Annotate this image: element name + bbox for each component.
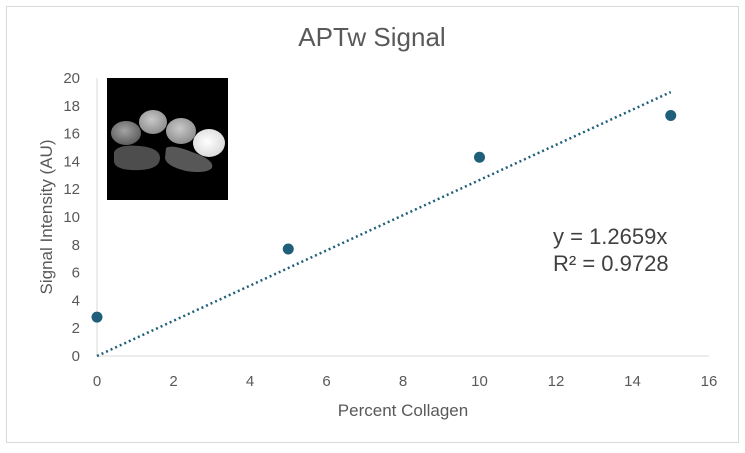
chart-title: APTw Signal bbox=[298, 22, 445, 52]
x-tick-label: 16 bbox=[701, 373, 718, 390]
linear-trendline bbox=[96, 90, 672, 358]
y-tick-label: 6 bbox=[72, 265, 80, 282]
y-axis-title: Signal Intensity (AU) bbox=[37, 140, 56, 295]
x-axis-title: Percent Collagen bbox=[338, 401, 468, 420]
y-tick-label: 0 bbox=[72, 348, 80, 365]
x-tick-label: 2 bbox=[169, 373, 177, 390]
y-tick-label: 8 bbox=[72, 237, 80, 254]
y-tick-label: 20 bbox=[63, 70, 80, 87]
x-tick-label: 14 bbox=[624, 373, 641, 390]
mri-inset-image bbox=[107, 78, 228, 200]
y-tick-label: 2 bbox=[72, 320, 80, 337]
data-point bbox=[282, 243, 294, 255]
data-point bbox=[474, 151, 485, 163]
x-tick-label: 12 bbox=[548, 373, 565, 390]
data-point bbox=[91, 311, 103, 323]
y-tick-label: 12 bbox=[63, 181, 80, 198]
x-tick-label: 10 bbox=[471, 373, 488, 390]
data-points bbox=[91, 110, 677, 323]
x-tick-label: 0 bbox=[93, 373, 101, 390]
y-tick-label: 10 bbox=[63, 209, 80, 226]
y-tick-label: 4 bbox=[72, 292, 80, 309]
x-tick-label: 8 bbox=[399, 373, 407, 390]
x-tick-labels: 0 2 4 6 8 10 12 14 16 bbox=[93, 373, 718, 390]
y-tick-labels: 0 2 4 6 8 10 12 14 16 18 20 bbox=[63, 70, 80, 365]
trendline-r-squared: R² = 0.9728 bbox=[553, 251, 669, 276]
x-tick-label: 4 bbox=[246, 373, 254, 390]
trendline-equation: y = 1.2659x bbox=[553, 224, 667, 249]
y-tick-label: 16 bbox=[63, 126, 80, 143]
x-tick-label: 6 bbox=[322, 373, 330, 390]
y-tick-label: 14 bbox=[63, 153, 80, 170]
y-tick-label: 18 bbox=[63, 98, 80, 115]
data-point bbox=[665, 110, 677, 122]
